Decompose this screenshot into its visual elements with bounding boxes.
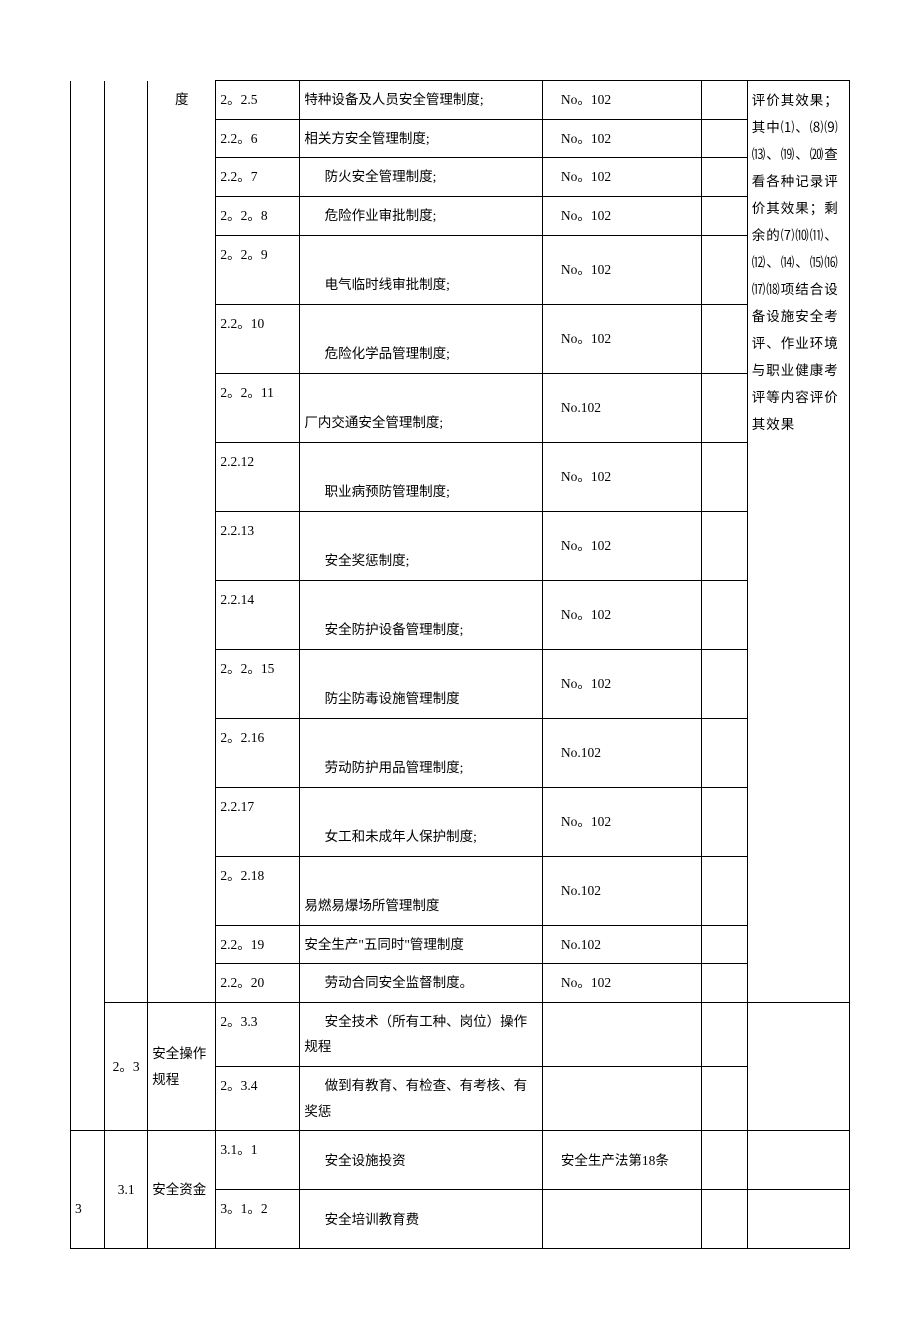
item-code: 3.1。1: [216, 1131, 300, 1190]
col-g-blank: [702, 373, 747, 442]
col-g-blank: [702, 119, 747, 158]
item-code: 2.2。6: [216, 119, 300, 158]
group-name-23: 安全操作规程: [148, 1002, 216, 1131]
col-g-blank: [702, 964, 747, 1003]
item-desc: 劳动防护用品管理制度;: [300, 718, 543, 787]
col-g-blank: [702, 787, 747, 856]
item-code: 2.2。20: [216, 964, 300, 1003]
item-desc: 特种设备及人员安全管理制度;: [300, 81, 543, 120]
table-row: 度2。2.5特种设备及人员安全管理制度;No。102评价其效果；其中⑴、⑻⑼⒀、…: [71, 81, 850, 120]
item-desc: 防火安全管理制度;: [300, 158, 543, 197]
col-g-blank: [702, 1190, 747, 1249]
item-desc: 厂内交通安全管理制度;: [300, 373, 543, 442]
col-g-blank: [702, 196, 747, 235]
col-g-blank: [702, 1002, 747, 1066]
col-b-spacer: [105, 81, 148, 1003]
item-ref: No。102: [543, 649, 702, 718]
notes-col-23: [747, 1002, 849, 1131]
col-g-blank: [702, 511, 747, 580]
item-desc: 做到有教育、有检查、有考核、有奖惩: [300, 1067, 543, 1131]
item-ref: No.102: [543, 373, 702, 442]
item-desc: 安全培训教育费: [300, 1190, 543, 1249]
item-desc: 安全奖惩制度;: [300, 511, 543, 580]
item-code: 2.2。7: [216, 158, 300, 197]
item-ref: No。102: [543, 511, 702, 580]
item-ref: No。102: [543, 196, 702, 235]
col-g-blank: [702, 1131, 747, 1190]
col-g-blank: [702, 718, 747, 787]
col-g-blank: [702, 925, 747, 964]
item-desc: 安全生产"五同时"管理制度: [300, 925, 543, 964]
item-code: 3。1。2: [216, 1190, 300, 1249]
item-code: 2。2.18: [216, 856, 300, 925]
item-ref: No.102: [543, 718, 702, 787]
item-desc: 易燃易爆场所管理制度: [300, 856, 543, 925]
table-row: 2。3安全操作规程2。3.3安全技术（所有工种、岗位）操作规程: [71, 1002, 850, 1066]
col-g-blank: [702, 304, 747, 373]
col-g-blank: [702, 442, 747, 511]
group-label-du: 度: [148, 81, 216, 1003]
big-code-3: 3: [71, 1190, 105, 1249]
item-ref: No。102: [543, 442, 702, 511]
group-name-31: 安全资金: [148, 1131, 216, 1249]
item-desc: 电气临时线审批制度;: [300, 235, 543, 304]
item-code: 2。2。11: [216, 373, 300, 442]
col-g-blank: [702, 649, 747, 718]
item-desc: 劳动合同安全监督制度。: [300, 964, 543, 1003]
item-desc: 安全防护设备管理制度;: [300, 580, 543, 649]
notes-col-31: [747, 1190, 849, 1249]
group-code-31: 3.1: [105, 1131, 148, 1249]
item-ref: No。102: [543, 964, 702, 1003]
col-g-blank: [702, 81, 747, 120]
item-ref: No。102: [543, 304, 702, 373]
item-ref: [543, 1002, 702, 1066]
item-code: 2.2。10: [216, 304, 300, 373]
item-code: 2.2.13: [216, 511, 300, 580]
col-g-blank: [702, 1067, 747, 1131]
item-desc: 职业病预防管理制度;: [300, 442, 543, 511]
item-code: 2。2.5: [216, 81, 300, 120]
item-code: 2。2。8: [216, 196, 300, 235]
item-code: 2。2。15: [216, 649, 300, 718]
item-code: 2.2.17: [216, 787, 300, 856]
notes-col-31: [747, 1131, 849, 1190]
item-desc: 安全设施投资: [300, 1131, 543, 1190]
col-g-blank: [702, 856, 747, 925]
item-code: 2.2.14: [216, 580, 300, 649]
item-desc: 女工和未成年人保护制度;: [300, 787, 543, 856]
table-row: 3.1安全资金3.1。1安全设施投资安全生产法第18条: [71, 1131, 850, 1190]
item-ref: No。102: [543, 787, 702, 856]
col-g-blank: [702, 158, 747, 197]
col-g-blank: [702, 235, 747, 304]
item-ref: 安全生产法第18条: [543, 1131, 702, 1190]
col-a-spacer: [71, 81, 105, 1131]
group-code-23: 2。3: [105, 1002, 148, 1131]
item-ref: [543, 1190, 702, 1249]
item-desc: 危险化学品管理制度;: [300, 304, 543, 373]
item-ref: No。102: [543, 580, 702, 649]
item-code: 2。2。9: [216, 235, 300, 304]
item-ref: No.102: [543, 925, 702, 964]
item-code: 2.2.12: [216, 442, 300, 511]
item-code: 2。2.16: [216, 718, 300, 787]
item-ref: No。102: [543, 119, 702, 158]
item-desc: 安全技术（所有工种、岗位）操作规程: [300, 1002, 543, 1066]
item-ref: No。102: [543, 158, 702, 197]
item-ref: No.102: [543, 856, 702, 925]
col-a-blank-3: [71, 1131, 105, 1190]
item-ref: [543, 1067, 702, 1131]
item-desc: 防尘防毒设施管理制度: [300, 649, 543, 718]
item-desc: 相关方安全管理制度;: [300, 119, 543, 158]
notes-column: 评价其效果；其中⑴、⑻⑼⒀、⒆、⒇查看各种记录评价其效果；剩余的⑺⑽⑾、⑿、⒁、…: [747, 81, 849, 1003]
item-code: 2。3.3: [216, 1002, 300, 1066]
regulation-table: 度2。2.5特种设备及人员安全管理制度;No。102评价其效果；其中⑴、⑻⑼⒀、…: [70, 80, 850, 1249]
item-desc: 危险作业审批制度;: [300, 196, 543, 235]
item-ref: No。102: [543, 235, 702, 304]
item-ref: No。102: [543, 81, 702, 120]
item-code: 2。3.4: [216, 1067, 300, 1131]
item-code: 2.2。19: [216, 925, 300, 964]
col-g-blank: [702, 580, 747, 649]
